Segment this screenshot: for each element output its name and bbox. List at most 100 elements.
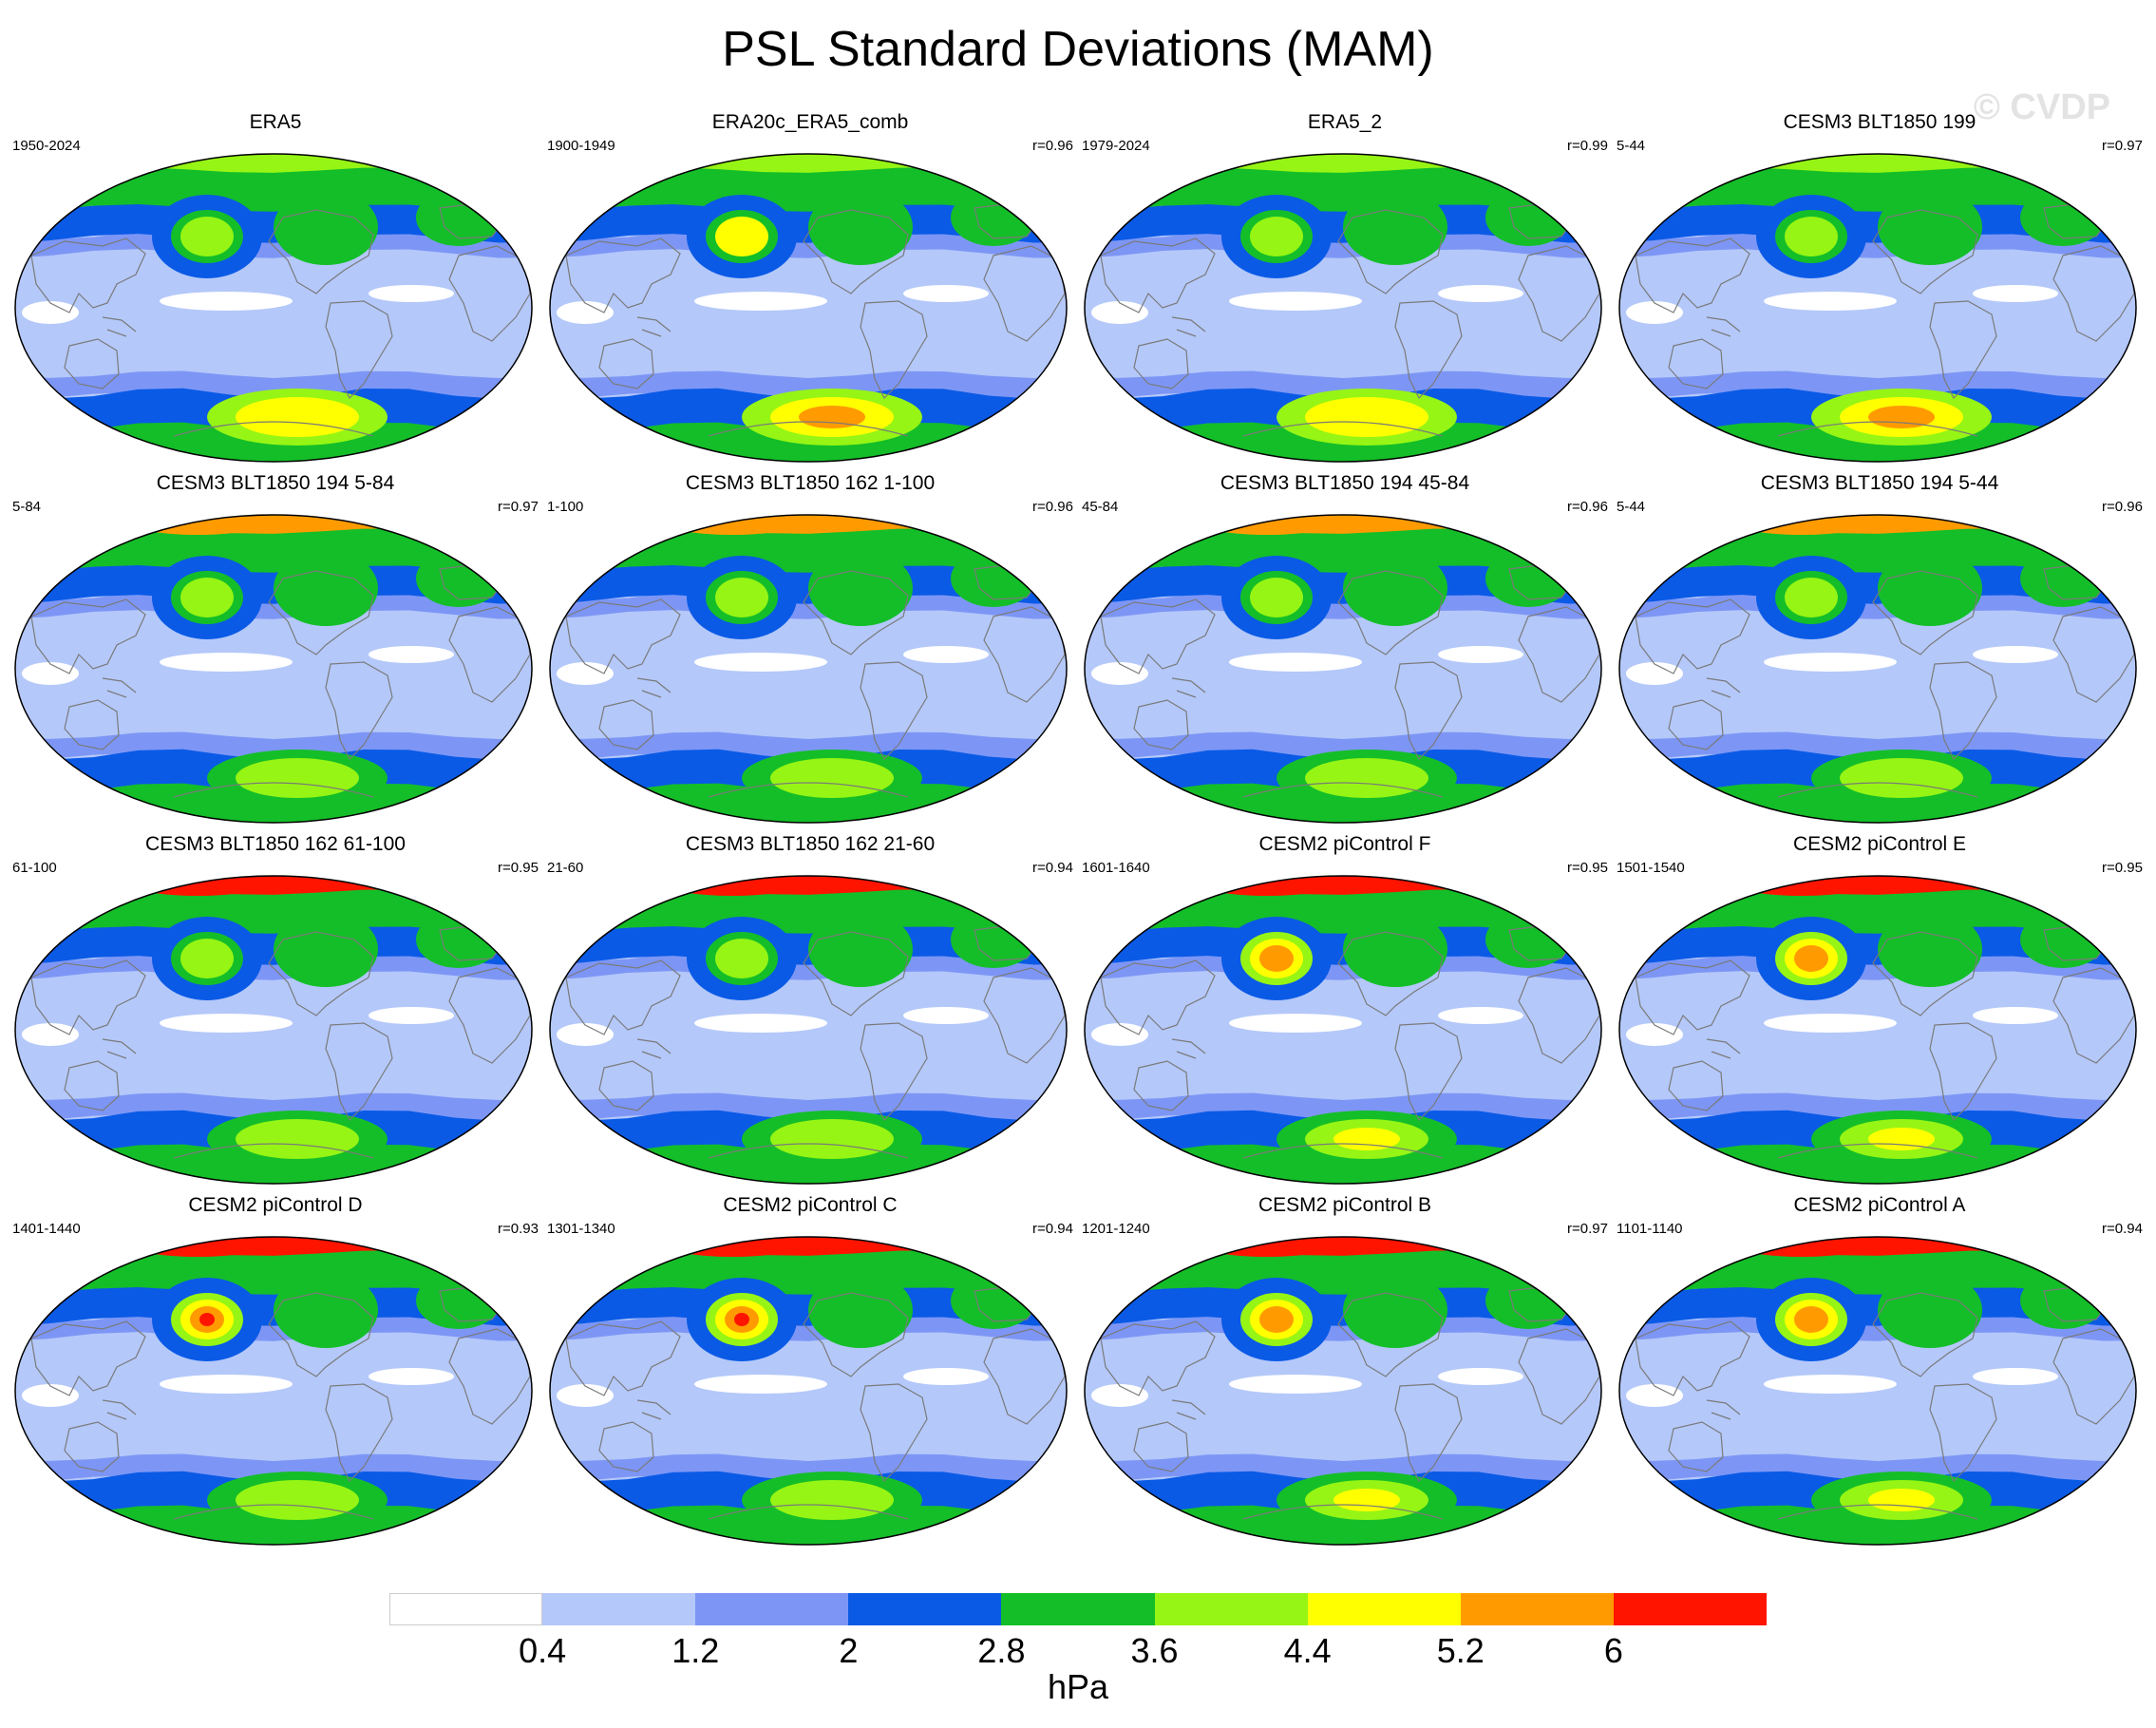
colorbar-swatch	[1460, 1593, 1614, 1625]
aleutian-core	[180, 217, 234, 256]
panel-title: CESM3 BLT1850 162 21-60	[685, 833, 936, 855]
coastline-south-america	[860, 1022, 928, 1122]
panel-correlation: r=0.97	[2102, 138, 2143, 154]
coastline-maritime	[636, 1399, 671, 1420]
robinson-map	[14, 153, 533, 463]
north-atlantic-green	[1343, 1272, 1447, 1348]
coastline-antarctica	[708, 421, 909, 437]
coastline-south-america	[860, 1383, 928, 1483]
coastline-south-america	[860, 661, 928, 761]
aleutian-core	[1794, 1306, 1828, 1333]
eurasia-green	[416, 189, 501, 246]
panel-years: 5-44	[1617, 138, 1646, 154]
map-panel: ERA20c_ERA5_comb 1900-1949 r=0.96	[539, 111, 1081, 472]
tropical-min-indian	[557, 301, 614, 324]
contour-fill	[15, 154, 532, 462]
map-border	[14, 153, 533, 463]
coastline-north-america	[268, 931, 374, 1016]
panel-correlation: r=0.95	[1567, 860, 1608, 876]
tropical-min-pacific	[160, 292, 293, 311]
map-panel: CESM3 BLT1850 194 45-84 45-84 r=0.96	[1074, 472, 1616, 833]
coastline-north-america	[1337, 570, 1444, 655]
coastline-antarctica	[1242, 782, 1444, 798]
map-border	[1084, 153, 1602, 463]
band-antarctic	[550, 783, 1067, 823]
tropical-min-pacific	[1764, 1014, 1897, 1033]
coastline-south-america	[1929, 300, 1997, 400]
band-north-mid	[15, 952, 532, 980]
panel-years: 1950-2024	[12, 138, 81, 154]
colorbar-swatch	[1307, 1593, 1461, 1625]
coastline-asia	[565, 1320, 681, 1396]
coastline-africa	[448, 1328, 531, 1425]
map-panel: CESM3 BLT1850 162 1-100 1-100 r=0.96	[539, 472, 1081, 833]
panel-correlation: r=0.95	[498, 860, 539, 876]
southern-core	[236, 758, 359, 798]
coastline-north-america	[268, 209, 374, 294]
coastline-australia	[1668, 699, 1724, 750]
coastline-australia	[64, 1060, 120, 1111]
aleutian-core	[199, 1313, 215, 1326]
colorbar-units: hPa	[1047, 1667, 1109, 1706]
band-antarctic	[15, 422, 532, 462]
eurasia-green	[951, 189, 1036, 246]
north-atlantic-green	[274, 1272, 378, 1348]
panel-years: 1900-1949	[547, 138, 615, 154]
eurasia-green	[2020, 911, 2106, 968]
band-north-mid	[550, 230, 1067, 258]
coastline-antarctica	[173, 421, 374, 437]
band-antarctic	[1619, 1505, 2136, 1545]
north-atlantic-green	[1878, 189, 1982, 265]
panel-correlation: r=0.94	[2102, 1221, 2143, 1237]
coastline-asia	[1100, 1320, 1216, 1396]
colorbar-tick: 4.4	[1283, 1631, 1332, 1670]
coastline-north-america	[1337, 209, 1444, 294]
panel-correlation: r=0.97	[498, 499, 539, 515]
map-border	[549, 875, 1068, 1185]
aleutian-core	[180, 939, 234, 978]
tropical-min-atlantic	[369, 1007, 454, 1024]
coastline-maritime	[1171, 316, 1206, 337]
band-north-mid	[1085, 952, 1601, 980]
panel-correlation: r=0.96	[1032, 499, 1073, 515]
coastline-africa	[983, 245, 1066, 342]
coastline-asia	[1100, 237, 1216, 313]
band-north-mid	[550, 1313, 1067, 1341]
tropical-min-pacific	[694, 1014, 827, 1033]
coastline-maritime	[102, 677, 137, 698]
panel-years: 61-100	[12, 860, 57, 876]
robinson-map	[14, 875, 533, 1185]
band-antarctic	[550, 1144, 1067, 1184]
aleutian-core	[1250, 578, 1303, 617]
coastline-africa	[1518, 967, 1600, 1064]
band-north-mid	[15, 591, 532, 619]
tropical-min-pacific	[1229, 1375, 1362, 1394]
southern-core	[1333, 1489, 1400, 1511]
coastline-south-america	[1394, 1383, 1463, 1483]
coastline-antarctica	[708, 1143, 909, 1159]
map-border	[549, 1236, 1068, 1546]
panel-title: ERA5	[249, 111, 302, 133]
tropical-min-atlantic	[1438, 646, 1523, 663]
band-north-storm	[1619, 1282, 2136, 1326]
north-atlantic-green	[808, 189, 913, 265]
southern-core	[1868, 1128, 1935, 1150]
tropical-min-atlantic	[903, 1007, 989, 1024]
band-antarctic	[1085, 1505, 1601, 1545]
coastline-africa	[448, 967, 531, 1064]
coastline-africa	[2052, 245, 2135, 342]
band-antarctic	[550, 422, 1067, 462]
map-panel: CESM3 BLT1850 199 5-44 r=0.97	[1609, 111, 2150, 472]
eurasia-green	[2020, 1272, 2106, 1329]
aleutian-core	[180, 578, 234, 617]
band-north-mid	[1619, 591, 2136, 619]
contour-fill	[550, 1237, 1067, 1545]
tropical-min-pacific	[1229, 1014, 1362, 1033]
coastline-antarctica	[173, 1504, 374, 1520]
coastline-north-america	[1872, 931, 1978, 1016]
coastline-maritime	[102, 1399, 137, 1420]
panel-years: 5-44	[1617, 499, 1646, 515]
tropical-min-atlantic	[369, 285, 454, 302]
map-panel: ERA5_2 1979-2024 r=0.99	[1074, 111, 1616, 472]
band-antarctic	[1085, 783, 1601, 823]
